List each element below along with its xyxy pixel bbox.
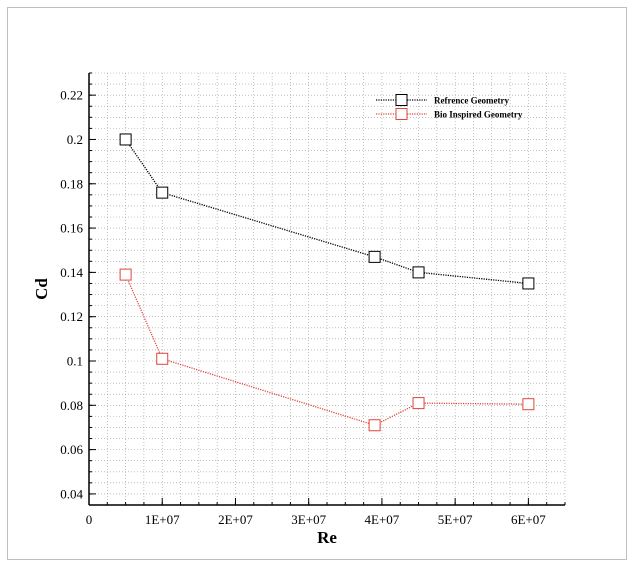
y-axis-ticks: 0.04 0.06 0.08 0.1 0.12 0.14 0.16 0.18 0.2 0.22 (60, 72, 96, 506)
y-tick-label: 0.08 (60, 398, 83, 413)
x-tick-label: 1E+07 (145, 512, 180, 527)
x-axis-ticks: 0 1E+07 2E+07 3E+07 4E+07 5E+07 6E+07 (86, 498, 566, 527)
data-point (412, 397, 425, 410)
series-2 (119, 268, 535, 432)
y-tick-label: 0.1 (67, 354, 83, 369)
x-axis-label: Re (317, 528, 337, 547)
legend-label: Refrence Geometry (434, 96, 510, 106)
x-tick-label: 3E+07 (291, 512, 326, 527)
legend-label: Bio Inspired Geometry (434, 110, 523, 120)
y-tick-label: 0.16 (60, 221, 83, 236)
legend: Refrence Geometry Bio Inspired Geometry (376, 94, 523, 120)
x-tick-label: 5E+07 (438, 512, 473, 527)
series-1 (119, 133, 535, 290)
y-tick-label: 0.06 (60, 442, 83, 457)
data-point (156, 186, 169, 199)
y-tick-label: 0.12 (60, 309, 83, 324)
y-tick-label: 0.22 (60, 88, 83, 103)
x-tick-label: 6E+07 (511, 512, 546, 527)
legend-marker (395, 108, 408, 120)
data-point (522, 398, 535, 411)
legend-marker (395, 94, 408, 106)
grid (88, 72, 566, 506)
y-tick-label: 0.14 (60, 265, 83, 280)
x-tick-label: 2E+07 (218, 512, 253, 527)
legend-item: Refrence Geometry (376, 94, 510, 106)
data-point (156, 352, 169, 365)
y-tick-label: 0.04 (60, 486, 83, 501)
data-point (368, 250, 381, 263)
y-tick-label: 0.2 (67, 132, 83, 147)
x-tick-label: 4E+07 (365, 512, 400, 527)
legend-item: Bio Inspired Geometry (376, 108, 523, 120)
data-point (522, 277, 535, 290)
plot-area (119, 133, 535, 432)
y-tick-label: 0.18 (60, 176, 83, 191)
data-point (368, 419, 381, 432)
y-axis-label: Cd (32, 278, 51, 300)
data-point (119, 268, 132, 281)
data-point (119, 133, 132, 146)
data-point (412, 266, 425, 279)
x-tick-label: 0 (86, 512, 93, 527)
